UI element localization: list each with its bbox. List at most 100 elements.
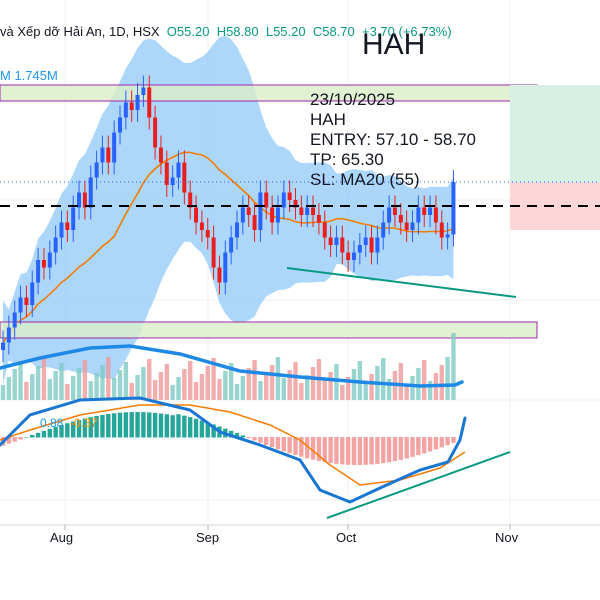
macd-histogram-bar bbox=[433, 437, 439, 450]
candle-body bbox=[334, 237, 339, 245]
macd-histogram-bar bbox=[252, 437, 257, 441]
candle-body bbox=[240, 207, 245, 223]
macd-histogram-bar bbox=[100, 414, 105, 438]
candle-body bbox=[392, 207, 397, 215]
volume-bar bbox=[88, 381, 93, 400]
candle-body bbox=[369, 237, 374, 253]
candle-body bbox=[153, 117, 158, 148]
candle-body bbox=[1, 342, 5, 350]
resistance-zone bbox=[0, 84, 538, 102]
macd-histogram-bar bbox=[59, 425, 64, 438]
macd-histogram-bar bbox=[375, 437, 380, 464]
candle-body bbox=[363, 237, 368, 245]
macd-histogram-bar bbox=[111, 413, 117, 438]
volume-bar bbox=[310, 367, 316, 400]
macd-histogram-bar bbox=[345, 437, 351, 465]
macd-histogram-bar bbox=[439, 437, 444, 448]
volume-bar bbox=[35, 366, 41, 400]
candle-body bbox=[141, 87, 146, 95]
macd-histogram-bar bbox=[305, 437, 310, 459]
note-sl: SL: MA20 (55) bbox=[310, 170, 420, 189]
volume-bar bbox=[164, 364, 169, 400]
macd-histogram-bar bbox=[35, 432, 41, 438]
volume-bar bbox=[386, 379, 392, 400]
signal-value: -0.37 bbox=[70, 416, 98, 430]
candle-body bbox=[328, 237, 333, 245]
macd-histogram-bar bbox=[211, 424, 216, 438]
volume-pane bbox=[0, 333, 464, 400]
candle-body bbox=[71, 207, 76, 230]
macd-histogram-bar bbox=[351, 437, 357, 465]
volume-bar bbox=[422, 360, 427, 400]
volume-bar bbox=[240, 376, 246, 400]
candle-body bbox=[223, 252, 228, 283]
volume-bar bbox=[158, 372, 164, 400]
note-entry: ENTRY: 57.10 - 58.70 bbox=[310, 130, 477, 149]
candle-body bbox=[352, 252, 356, 260]
macd-histogram-bar bbox=[416, 437, 421, 456]
macd-histogram-bar bbox=[76, 419, 82, 438]
volume-bar bbox=[12, 369, 17, 400]
price-trendline bbox=[286, 267, 517, 298]
high-value: H58.80 bbox=[216, 24, 259, 39]
macd-histogram-bar bbox=[269, 437, 275, 448]
macd-histogram-bar bbox=[363, 437, 368, 465]
candle-body bbox=[41, 260, 46, 268]
macd-histogram-bar bbox=[129, 412, 134, 438]
macd-histogram-bar bbox=[193, 418, 199, 438]
volume-bar bbox=[76, 368, 82, 400]
candle-body bbox=[293, 200, 298, 208]
macd-histogram-bar bbox=[369, 437, 374, 465]
candle-body bbox=[375, 237, 380, 253]
candle-body bbox=[18, 297, 23, 313]
volume-bar bbox=[398, 363, 403, 400]
volume-bar bbox=[205, 366, 210, 400]
candle-body bbox=[439, 222, 444, 238]
macd-histogram-bar bbox=[188, 417, 193, 438]
macd-histogram-bar bbox=[147, 412, 152, 438]
note-symbol: HAH bbox=[310, 110, 346, 129]
macd-histogram-bar bbox=[310, 437, 316, 460]
macd-histogram-bar bbox=[94, 415, 99, 438]
candle-body bbox=[404, 222, 409, 230]
x-tick-nov: Nov bbox=[495, 530, 519, 545]
x-tick-oct: Oct bbox=[336, 530, 357, 545]
macd-histogram-bar bbox=[135, 412, 140, 438]
volume-bar bbox=[41, 358, 47, 400]
volume-bar bbox=[170, 385, 175, 400]
macd-histogram-bar bbox=[88, 417, 93, 438]
macd-histogram-bar bbox=[334, 437, 339, 464]
macd-trendline bbox=[326, 451, 511, 519]
volume-bar bbox=[65, 384, 70, 400]
candle-body bbox=[217, 267, 222, 283]
volume-bar bbox=[217, 379, 222, 400]
macd-histogram-bar bbox=[47, 428, 52, 438]
volume-bar bbox=[287, 370, 292, 400]
symbol-name: và Xếp dỡ Hải An, 1D, HSX bbox=[0, 24, 160, 39]
macd-histogram-bar bbox=[18, 437, 23, 440]
macd-histogram-bar bbox=[205, 422, 210, 438]
macd-histogram-bar bbox=[264, 437, 269, 445]
volume-bar bbox=[135, 375, 140, 400]
volume-bar bbox=[47, 379, 52, 400]
volume-bar bbox=[18, 361, 23, 400]
macd-histogram-bar bbox=[170, 415, 175, 438]
volume-bar bbox=[340, 385, 345, 400]
volume-bar bbox=[252, 360, 257, 400]
macd-histogram-bar bbox=[30, 434, 35, 438]
overlays bbox=[0, 181, 600, 298]
macd-legend: 0.88 -0.37 bbox=[40, 416, 97, 430]
volume-bar bbox=[369, 374, 374, 400]
candle-body bbox=[205, 230, 210, 238]
macd-histogram-bar bbox=[427, 437, 433, 452]
macd-histogram-bar bbox=[340, 437, 345, 465]
macd-histogram-bar bbox=[106, 414, 111, 438]
macd-pane bbox=[0, 396, 511, 519]
volume-bar bbox=[30, 374, 35, 400]
volume-bar bbox=[176, 377, 181, 400]
candle-body bbox=[24, 297, 29, 305]
candle-body bbox=[100, 147, 105, 163]
candle-body bbox=[176, 162, 181, 178]
volume-bar bbox=[416, 368, 421, 400]
